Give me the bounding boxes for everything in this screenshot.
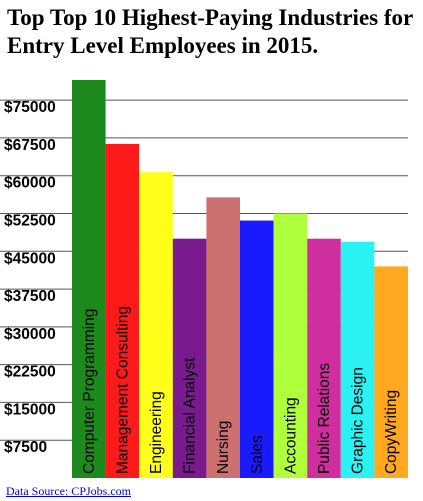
y-tick-label: $45000 bbox=[4, 250, 56, 267]
y-tick-label: $37500 bbox=[4, 288, 56, 305]
y-tick-label: $7500 bbox=[4, 439, 47, 456]
bar bbox=[273, 213, 308, 478]
y-tick-label: $22500 bbox=[4, 364, 56, 381]
bar bbox=[307, 238, 341, 478]
bar bbox=[206, 197, 240, 478]
y-tick-label: $60000 bbox=[4, 175, 56, 192]
y-tick-label: $52500 bbox=[4, 213, 56, 230]
y-tick-label: $15000 bbox=[4, 401, 56, 418]
bar bbox=[72, 80, 106, 478]
bar bbox=[240, 220, 274, 478]
bar-chart: $75000 $67500 $60000 $52500 $45000 $37500 $300… bbox=[0, 80, 408, 478]
y-tick-label: $30000 bbox=[4, 326, 56, 343]
y-tick-label: $75000 bbox=[4, 99, 56, 116]
bar-labels: Computer Programming Management Consultin… bbox=[81, 306, 400, 474]
data-source-link[interactable]: Data Source: CPJobs.com bbox=[6, 484, 131, 498]
y-tick-label: $67500 bbox=[4, 137, 56, 154]
bar-label: Accounting bbox=[282, 397, 299, 474]
bar-label: Management Consulting bbox=[114, 306, 131, 474]
bar-label: Nursing bbox=[215, 421, 232, 474]
bar-label: Financial Analyst bbox=[182, 357, 199, 474]
bar bbox=[172, 238, 207, 478]
bar-label: Engineering bbox=[148, 391, 165, 474]
chart-title: Top Top 10 Highest-Paying Industries for… bbox=[7, 5, 413, 58]
bar bbox=[374, 266, 408, 478]
bar-label: Sales bbox=[249, 435, 266, 474]
bar bbox=[340, 241, 375, 478]
y-axis-ticks: $75000 $67500 $60000 $52500 $45000 $37500 $300… bbox=[4, 99, 56, 456]
bar-label: Public Relations bbox=[316, 363, 333, 474]
bar bbox=[139, 172, 173, 478]
bars bbox=[72, 80, 408, 478]
bar-label: CopyWriting bbox=[383, 390, 400, 474]
bar bbox=[105, 143, 140, 478]
bar-label: Graphic Design bbox=[350, 367, 367, 474]
bar-label: Computer Programming bbox=[81, 309, 98, 474]
